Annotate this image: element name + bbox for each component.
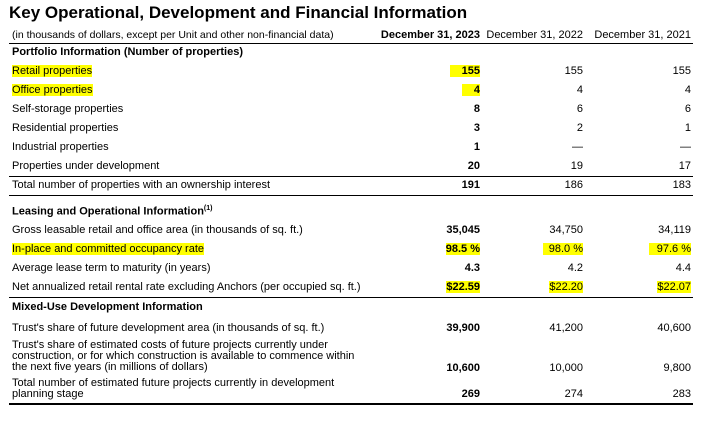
row-label: Total number of properties with an owner…: [12, 179, 271, 191]
value-2023: 191: [461, 179, 480, 191]
value-2021: 40,600: [657, 322, 691, 334]
row-label: Retail properties: [12, 65, 93, 77]
value-2023: 35,045: [446, 224, 480, 236]
value-2021: 9,800: [663, 362, 691, 374]
value-2023: 4: [461, 84, 480, 96]
value-2022: $22.20: [549, 281, 583, 293]
value-2021: 283: [672, 388, 691, 400]
value-2023: 98.5 %: [445, 243, 480, 255]
table-bottom-rule: [9, 403, 693, 405]
value-2021: 183: [672, 179, 691, 191]
value-2023: 1: [473, 141, 480, 153]
value-2021: 4.4: [675, 262, 691, 274]
value-2022: 34,750: [549, 224, 583, 236]
section-heading-mixed-use: Mixed-Use Development Information: [12, 301, 203, 313]
value-2023: 20: [467, 160, 480, 172]
value-2022: 4.2: [567, 262, 583, 274]
total-divider: [9, 195, 693, 196]
table-header: (in thousands of dollars, except per Uni…: [9, 28, 693, 42]
value-2022: 19: [570, 160, 583, 172]
row-label: Average lease term to maturity (in years…: [12, 262, 211, 274]
value-2021: 6: [684, 103, 691, 115]
value-2023: 3: [473, 122, 480, 134]
value-2022: 98.0 %: [542, 243, 583, 255]
value-2022: 4: [576, 84, 583, 96]
value-2023: 4.3: [464, 262, 480, 274]
table-row: Gross leasable retail and office area (i…: [9, 224, 693, 238]
table-row: Industrial properties 1 — —: [9, 141, 693, 155]
value-2021: 97.6 %: [648, 243, 691, 255]
value-2021: 34,119: [658, 224, 691, 236]
row-label: Gross leasable retail and office area (i…: [12, 224, 303, 236]
table-row: Office properties 4 4 4: [9, 84, 693, 98]
table-row: Self-storage properties 8 6 6: [9, 103, 693, 117]
row-label: Residential properties: [12, 122, 119, 134]
value-2022: —: [572, 141, 583, 153]
table-row: Net annualized retail rental rate exclud…: [9, 281, 693, 295]
row-label: Self-storage properties: [12, 103, 124, 115]
value-2021: —: [680, 141, 691, 153]
value-2022: 6: [576, 103, 583, 115]
section-heading-leasing: Leasing and Operational Information(1): [12, 205, 212, 218]
table-row: Properties under development 20 19 17: [9, 160, 693, 174]
table-row: Total number of estimated future project…: [9, 378, 693, 402]
value-2022: 155: [564, 65, 583, 77]
value-2023: 10,600: [446, 362, 480, 374]
row-label: Trust's share of future development area…: [12, 322, 325, 334]
column-header-2021: December 31, 2021: [594, 29, 691, 41]
value-2021: 1: [684, 122, 691, 134]
section-heading-portfolio: Portfolio Information (Number of propert…: [12, 46, 243, 58]
table-row: Retail properties 155 155 155: [9, 65, 693, 79]
row-label: In-place and committed occupancy rate: [12, 243, 204, 255]
value-2022: 2: [576, 122, 583, 134]
value-2021: 4: [684, 84, 691, 96]
table-row: Total number of properties with an owner…: [9, 179, 693, 193]
page-title: Key Operational, Development and Financi…: [9, 3, 468, 22]
value-2023: 39,900: [446, 322, 480, 334]
value-2022: 10,000: [549, 362, 583, 374]
value-2023: 155: [449, 65, 480, 77]
row-label: Office properties: [12, 84, 93, 96]
units-note: (in thousands of dollars, except per Uni…: [12, 29, 334, 41]
footnote-marker: (1): [203, 205, 213, 212]
row-label: Trust's share of estimated costs of futu…: [12, 339, 355, 373]
section-heading-leasing-text: Leasing and Operational Information: [12, 205, 204, 218]
value-2021: 155: [672, 65, 691, 77]
subtotal-divider: [9, 176, 693, 177]
value-2021: 17: [678, 160, 691, 172]
table-row: Trust's share of future development area…: [9, 322, 693, 336]
value-2022: 186: [564, 179, 583, 191]
row-label: Total number of estimated future project…: [12, 377, 335, 400]
column-header-2022: December 31, 2022: [486, 29, 583, 41]
column-header-2023: December 31, 2023: [380, 29, 480, 41]
section-divider: [9, 297, 693, 298]
table-row: Trust's share of estimated costs of futu…: [9, 340, 693, 376]
value-2023: 269: [461, 388, 480, 400]
value-2022: 274: [564, 388, 583, 400]
row-label: Net annualized retail rental rate exclud…: [12, 281, 361, 293]
row-label: Industrial properties: [12, 141, 109, 153]
header-divider: [9, 43, 693, 44]
table-row: In-place and committed occupancy rate 98…: [9, 243, 693, 257]
value-2023: 8: [473, 103, 480, 115]
value-2021: $22.07: [657, 281, 691, 293]
value-2023: $22.59: [446, 281, 480, 293]
table-row: Residential properties 3 2 1: [9, 122, 693, 136]
value-2022: 41,200: [549, 322, 583, 334]
row-label: Properties under development: [12, 160, 160, 172]
table-row: Average lease term to maturity (in years…: [9, 262, 693, 276]
